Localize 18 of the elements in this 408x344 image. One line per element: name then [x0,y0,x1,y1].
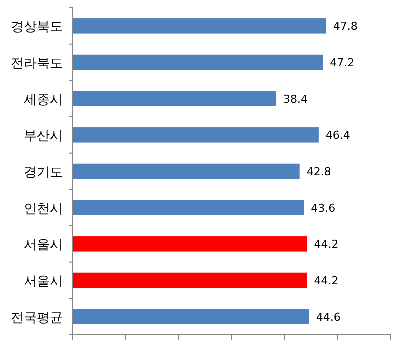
data-label: 43.6 [311,202,336,215]
y-tick-label: 인천시 [24,202,63,217]
y-tick-label: 경기도 [24,166,63,180]
data-label: 42.8 [306,166,332,178]
y-tick-label: 서울시 [24,238,63,254]
y-tick-label: 서울시 [24,274,63,290]
data-label: 44.6 [316,310,341,324]
y-tick-label: 전라북도 [11,56,63,72]
y-tick-label: 경상북도 [11,20,63,36]
y-tick-label: 부산시 [24,129,63,144]
data-label: 44.2 [314,274,339,288]
y-tick-label: 전국평균 [11,310,63,326]
data-label: 47.8 [333,20,358,34]
data-label: 44.2 [314,238,339,252]
y-tick-label: 세종시 [24,92,63,108]
data-label: 46.4 [326,129,350,142]
data-label: 38.4 [284,92,308,106]
data-label: 47.2 [330,56,355,70]
